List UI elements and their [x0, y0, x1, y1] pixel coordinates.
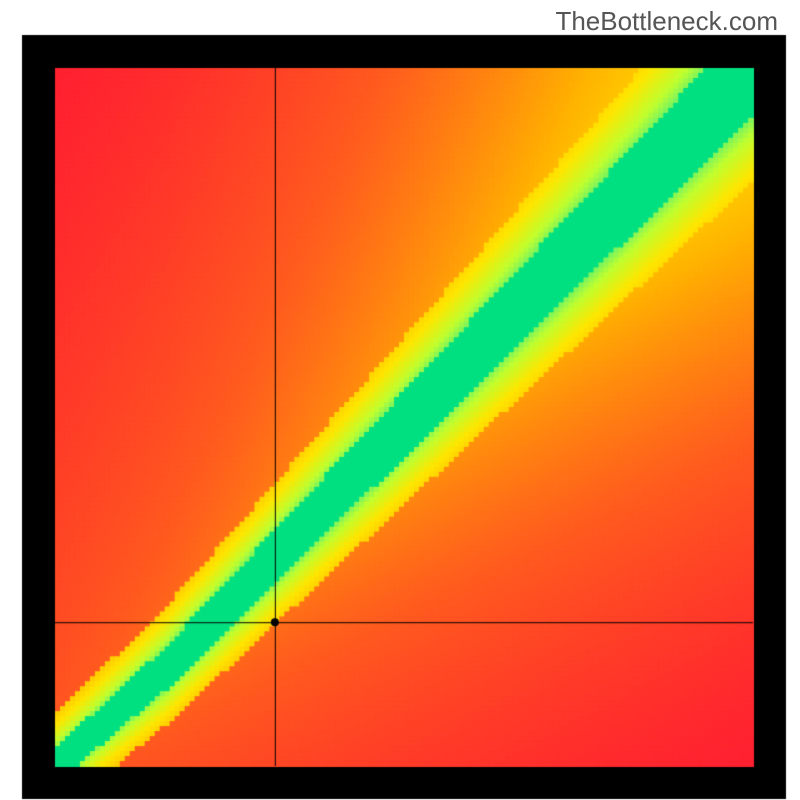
heatmap-canvas — [0, 0, 800, 800]
watermark-label: TheBottleneck.com — [555, 6, 778, 37]
chart-container: TheBottleneck.com — [0, 0, 800, 800]
